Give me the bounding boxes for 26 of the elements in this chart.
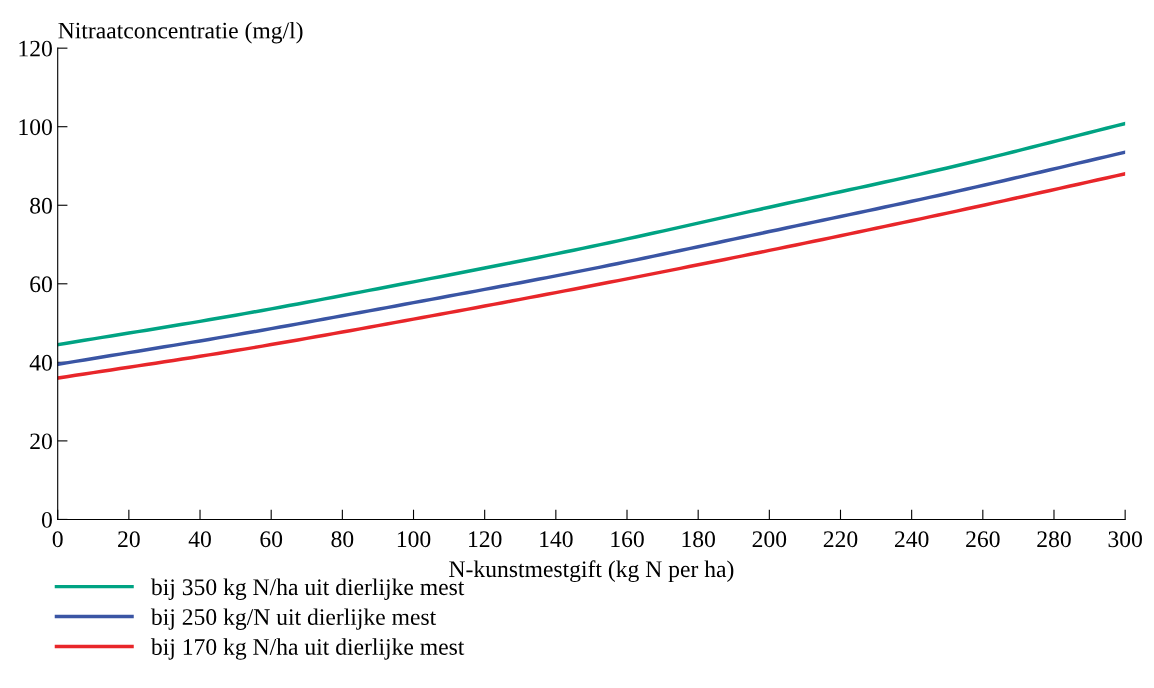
y-tick-label: 80 [30, 197, 52, 214]
y-axis-title: Nitraatconcentratie (mg/l) [58, 21, 303, 44]
x-tick-label: 60 [260, 531, 283, 548]
y-tick-label: 40 [29, 354, 52, 371]
legend-label: bij 250 kg/N uit dierlijke mest [150, 608, 437, 630]
y-tick-label: 60 [30, 276, 52, 293]
x-tick-label: 180 [682, 531, 715, 548]
x-tick-label: 0 [52, 531, 63, 548]
x-tick-label: 100 [397, 531, 431, 548]
y-tick-label: 20 [30, 433, 52, 450]
x-tick-label: 80 [331, 531, 354, 548]
x-tick-label: 260 [966, 531, 1000, 548]
x-tick-label: 40 [188, 531, 211, 548]
x-tick-label: 120 [469, 531, 502, 548]
legend-label: bij 170 kg N/ha uit dierlijke mest [150, 638, 465, 660]
x-tick-label: 160 [611, 531, 644, 548]
y-tick-label: 100 [19, 119, 52, 136]
x-tick-label: 240 [894, 531, 929, 548]
x-tick-label: 200 [752, 531, 787, 548]
y-tick-label: 0 [41, 511, 52, 528]
x-tick-label: 300 [1108, 531, 1142, 548]
x-tick-label: 140 [540, 531, 573, 548]
x-tick-label: 280 [1037, 531, 1071, 548]
x-tick-label: 20 [118, 531, 140, 548]
y-tick-label: 120 [19, 40, 52, 57]
x-tick-label: 220 [823, 531, 858, 548]
